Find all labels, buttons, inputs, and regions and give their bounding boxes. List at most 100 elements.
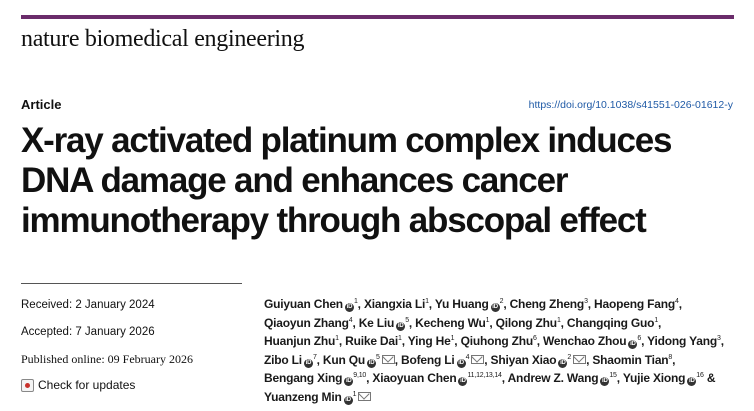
author-name[interactable]: Yuanzeng Min iD1 (264, 389, 372, 405)
author-name[interactable]: Huanjun Zhu1, (264, 334, 342, 349)
author-name[interactable]: Bengang Xing iD9,10, (264, 371, 370, 387)
affiliation-marker[interactable]: 1 (335, 335, 339, 343)
published-date: Published online: 09 February 2026 (21, 352, 193, 366)
author-name-text: Andrew Z. Wang (507, 371, 599, 386)
author-name-text: Yidong Yang (647, 334, 717, 349)
affiliation-marker[interactable]: 4 (674, 298, 679, 305)
affiliation-marker[interactable]: 1 (450, 335, 455, 343)
doi-link[interactable]: https://doi.org/10.1038/s41551-026-01612… (528, 99, 733, 111)
orcid-icon[interactable]: iD (343, 395, 353, 405)
orcid-icon[interactable]: iD (558, 358, 568, 368)
mail-icon[interactable] (358, 391, 372, 401)
author-name-text: Qilong Zhu (495, 315, 558, 330)
affiliation-marker[interactable]: 2 (499, 298, 504, 305)
author-name[interactable]: Qiaoyun Zhang4, (264, 315, 356, 330)
affiliation-marker[interactable]: 5 (405, 316, 409, 324)
affiliation-marker[interactable]: 1 (556, 316, 561, 324)
orcid-icon[interactable]: iD (490, 303, 500, 312)
mail-icon[interactable] (381, 354, 395, 364)
author-name-text: Ying He (407, 334, 451, 349)
author-name[interactable]: Xiaoyuan Chen iD11,12,13,14, (372, 371, 505, 387)
author-name-text: Xiaoyuan Chen (372, 371, 457, 386)
affiliation-marker[interactable]: 16 (696, 372, 704, 380)
orcid-icon[interactable]: iD (458, 377, 468, 387)
mail-icon[interactable] (573, 354, 587, 364)
author-name[interactable]: Kun Qu iD5, (322, 352, 398, 368)
author-name[interactable]: Qilong Zhu1, (495, 315, 564, 330)
orcid-icon[interactable]: iD (344, 377, 354, 387)
author-name[interactable]: Shiyan Xiao iD2, (490, 352, 590, 368)
journal-color-bar (21, 15, 734, 19)
affiliation-marker[interactable]: 1 (425, 298, 429, 305)
author-name[interactable]: Ke Liu iD5, (358, 315, 413, 331)
affiliation-marker[interactable]: 1 (398, 335, 402, 343)
author-name[interactable]: Ying He1, (407, 334, 458, 349)
affiliation-marker[interactable]: 7 (312, 353, 317, 361)
author-name[interactable]: Qiuhong Zhu6, (460, 334, 540, 349)
author-name-text: Qiuhong Zhu (460, 334, 534, 349)
affiliation-marker[interactable]: 5 (376, 353, 380, 361)
author-name[interactable]: Yidong Yang3, (647, 334, 724, 349)
affiliation-marker[interactable]: 2 (567, 353, 572, 361)
author-name-text: Guiyuan Chen (264, 297, 343, 311)
author-name[interactable]: Cheng Zheng3, (509, 297, 592, 311)
author-name[interactable]: Yujie Xiong iD16 & (622, 371, 716, 387)
article-type-label: Article (21, 97, 62, 112)
author-name-text: Qiaoyun Zhang (264, 315, 349, 330)
author-name-text: Kecheng Wu (415, 315, 486, 330)
affiliation-marker[interactable]: 9,10 (353, 372, 367, 380)
author-name-text: Shiyan Xiao (490, 352, 557, 367)
author-name-text: Cheng Zheng (509, 297, 585, 311)
affiliation-marker[interactable]: 1 (352, 390, 357, 398)
author-name-text: Zibo Li (264, 352, 302, 367)
author-name-text: Bengang Xing (264, 371, 343, 386)
author-name-text: Haopeng Fang (594, 297, 675, 311)
affiliation-marker[interactable]: 4 (465, 353, 470, 361)
author-name[interactable]: Zibo Li iD7, (264, 352, 320, 368)
author-name[interactable]: Andrew Z. Wang iD15, (507, 371, 620, 387)
orcid-icon[interactable]: iD (687, 377, 697, 387)
affiliation-marker[interactable]: 8 (668, 353, 673, 361)
affiliation-marker[interactable]: 4 (348, 316, 353, 324)
orcid-icon[interactable]: iD (456, 358, 466, 368)
check-for-updates-button[interactable]: Check for updates (21, 378, 135, 392)
affiliation-marker[interactable]: 3 (584, 298, 588, 305)
author-name[interactable]: Shaomin Tian8, (592, 352, 676, 367)
author-name-text: Shaomin Tian (592, 352, 669, 367)
orcid-icon[interactable]: iD (628, 340, 638, 350)
author-name[interactable]: Haopeng Fang4, (594, 297, 682, 311)
author-name-text: Changqing Guo (566, 315, 655, 330)
orcid-icon[interactable]: iD (396, 321, 406, 331)
title-line: DNA damage and enhances cancer (21, 161, 568, 200)
affiliation-marker[interactable]: 1 (353, 298, 358, 305)
author-name[interactable]: Changqing Guo1, (566, 315, 662, 330)
author-name-text: Bofeng Li (401, 352, 455, 367)
author-name[interactable]: Bofeng Li iD4, (401, 352, 488, 368)
author-name-text: Ruike Dai (345, 334, 398, 349)
affiliation-marker[interactable]: 15 (609, 372, 617, 380)
received-date: Received: 2 January 2024 (21, 299, 155, 311)
author-name[interactable]: Guiyuan Chen iD1, (264, 297, 361, 312)
affiliation-marker[interactable]: 3 (716, 335, 721, 343)
author-name[interactable]: Xiangxia Li1, (363, 297, 432, 311)
author-name-text: Yuanzeng Min (264, 389, 342, 404)
author-name-text: Ke Liu (358, 315, 395, 330)
mail-icon[interactable] (471, 354, 485, 364)
orcid-icon[interactable]: iD (344, 303, 354, 312)
author-name[interactable]: Yu Huang iD2, (434, 297, 507, 312)
author-name[interactable]: Wenchao Zhou iD6, (543, 334, 645, 350)
author-name-text: Kun Qu (322, 352, 366, 367)
author-name-text: Yujie Xiong (622, 371, 686, 386)
journal-name[interactable]: nature biomedical engineering (21, 26, 305, 52)
check-updates-icon (21, 378, 34, 392)
affiliation-marker[interactable]: 6 (533, 335, 537, 343)
author-name[interactable]: Ruike Dai1, (345, 334, 405, 349)
author-name[interactable]: Kecheng Wu1, (415, 315, 493, 330)
affiliation-marker[interactable]: 6 (637, 335, 642, 343)
orcid-icon[interactable]: iD (303, 358, 313, 368)
orcid-icon[interactable]: iD (600, 377, 610, 387)
affiliation-marker[interactable]: 11,12,13,14 (467, 372, 502, 380)
affiliation-marker[interactable]: 1 (654, 316, 659, 324)
affiliation-marker[interactable]: 1 (485, 316, 490, 324)
orcid-icon[interactable]: iD (367, 358, 377, 368)
